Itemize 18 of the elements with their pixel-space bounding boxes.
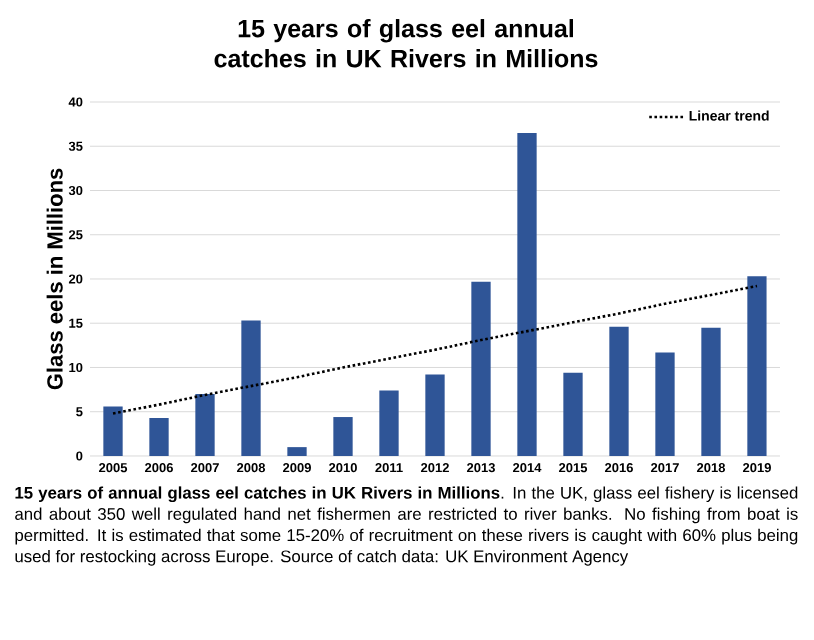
bar [287,447,307,456]
bar [655,352,675,456]
text: 15 years of annual glass eel catches in UK Rivers in Millions. In the UK, glass eel fishery is licensed and about 350 well regulated hand net fishermen are restricted to river banks. No fishing from boat is permitted. It is estimated that some 15-20% of recruitment on these rivers is caught with 60% plus being used for restocking across Europe. Source of catch data: UK Environment Agency [15,486,798,566]
chart-title: 15 years of glass eel annual catches in UK Rivers in Millions [214,19,598,68]
bar [747,276,767,456]
bar [333,417,353,456]
bar [241,320,261,456]
bar [471,281,491,456]
bar [379,390,399,456]
bar [609,326,629,456]
y-axis-title: Glass eels in Millions [46,168,63,390]
bar [149,417,169,456]
bar [425,374,445,456]
bar [701,327,721,456]
bar [563,372,583,456]
bar [103,406,123,456]
bar [195,394,215,456]
bar [517,132,537,456]
